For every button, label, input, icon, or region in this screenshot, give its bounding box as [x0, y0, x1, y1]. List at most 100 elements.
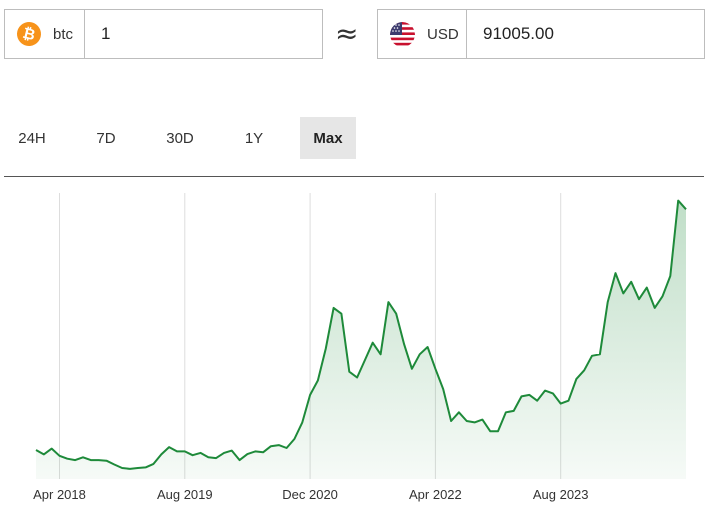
price-point: [104, 459, 108, 463]
price-point: [582, 368, 586, 372]
price-point: [512, 409, 516, 413]
price-point: [238, 458, 242, 462]
price-point: [292, 437, 296, 441]
to-currency-box: USD: [377, 9, 705, 59]
tab-1y[interactable]: 1Y: [244, 129, 264, 147]
x-tick-label: Aug 2023: [533, 487, 589, 502]
price-point: [50, 447, 54, 451]
price-point: [394, 312, 398, 316]
price-point: [629, 280, 633, 284]
price-point: [653, 306, 657, 310]
price-point: [543, 389, 547, 393]
price-point: [355, 376, 359, 380]
price-point: [661, 294, 665, 298]
price-line: [35, 199, 687, 470]
price-point: [81, 455, 85, 459]
price-point: [253, 449, 257, 453]
price-point: [598, 352, 602, 356]
price-point: [300, 420, 304, 424]
price-point: [606, 300, 610, 304]
x-tick-label: Aug 2019: [157, 487, 213, 502]
price-point: [97, 458, 101, 462]
price-point: [457, 410, 461, 414]
price-point: [621, 291, 625, 295]
price-point: [645, 286, 649, 290]
price-point: [379, 352, 383, 356]
price-point: [120, 466, 124, 470]
price-point: [426, 345, 430, 349]
from-currency-selector[interactable]: ₿ btc: [5, 10, 85, 58]
tab-max[interactable]: Max: [300, 117, 356, 159]
price-point: [316, 378, 320, 382]
price-point: [347, 370, 351, 374]
to-amount-input[interactable]: [467, 10, 704, 58]
price-point: [324, 347, 328, 351]
price-point: [136, 466, 140, 470]
price-point: [551, 391, 555, 395]
price-point: [371, 341, 375, 345]
to-currency-selector[interactable]: USD: [378, 10, 467, 58]
x-tick-label: Dec 2020: [282, 487, 338, 502]
x-tick-label: Apr 2018: [33, 487, 86, 502]
us-flag-icon: [390, 21, 415, 47]
price-point: [183, 449, 187, 453]
price-point: [308, 393, 312, 397]
price-point: [676, 199, 680, 203]
price-area-fill: [36, 200, 686, 479]
price-point: [504, 410, 508, 414]
price-point: [230, 449, 234, 453]
tab-24h[interactable]: 24H: [18, 129, 46, 147]
price-point: [144, 465, 148, 469]
price-point: [465, 419, 469, 423]
price-point: [269, 444, 273, 448]
time-range-tabs: 24H 7D 30D 1Y Max: [4, 117, 356, 159]
price-point: [65, 457, 69, 461]
price-point: [559, 402, 563, 406]
price-point: [214, 456, 218, 460]
price-point: [261, 450, 265, 454]
price-point: [441, 387, 445, 391]
price-point: [684, 207, 688, 211]
price-point: [167, 445, 171, 449]
price-point: [73, 458, 77, 462]
price-point: [159, 452, 163, 456]
price-point: [222, 451, 226, 455]
price-point: [410, 367, 414, 371]
price-point: [473, 420, 477, 424]
from-currency-code: btc: [53, 25, 74, 43]
price-point: [339, 312, 343, 316]
price-point: [449, 419, 453, 423]
price-point: [668, 274, 672, 278]
price-point: [363, 358, 367, 362]
price-point: [245, 452, 249, 456]
price-point: [332, 306, 336, 310]
price-point: [277, 443, 281, 447]
price-point: [206, 455, 210, 459]
price-point: [198, 451, 202, 455]
from-amount-input[interactable]: [85, 10, 322, 58]
price-point: [89, 458, 93, 462]
price-point: [418, 352, 422, 356]
price-point: [590, 354, 594, 358]
tab-30d[interactable]: 30D: [166, 129, 194, 147]
x-tick-label: Apr 2022: [409, 487, 462, 502]
price-point: [285, 446, 289, 450]
price-point: [191, 453, 195, 457]
price-point: [520, 394, 524, 398]
price-point: [535, 399, 539, 403]
price-point: [433, 367, 437, 371]
price-point: [637, 297, 641, 301]
price-point: [488, 429, 492, 433]
price-point: [128, 467, 132, 471]
price-point: [614, 271, 618, 275]
approx-equal-symbol: ≈: [335, 17, 359, 50]
price-point: [34, 448, 38, 452]
price-point: [42, 452, 46, 456]
from-currency-box: ₿ btc: [4, 9, 323, 59]
price-chart[interactable]: Apr 2018 Aug 2019 Dec 2020 Apr 2022 Aug 2023: [0, 177, 710, 518]
tab-7d[interactable]: 7D: [96, 129, 116, 147]
price-point: [527, 393, 531, 397]
price-point: [175, 449, 179, 453]
price-point: [57, 454, 61, 458]
bitcoin-icon: ₿: [14, 19, 44, 49]
